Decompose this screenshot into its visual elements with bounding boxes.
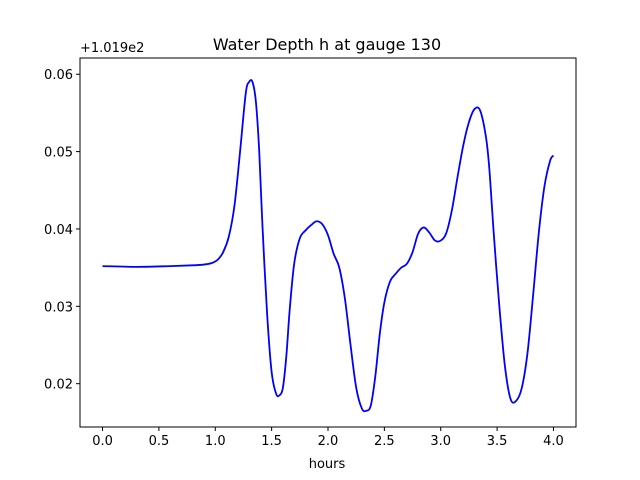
- x-axis: 0.0 0.5 1.0 1.5 2.0 2.5 3.0 3.5 4.0: [92, 427, 564, 449]
- y-tick-label: 0.04: [44, 223, 73, 238]
- x-tick-label: 4.0: [543, 434, 564, 449]
- x-tick-label: 1.5: [261, 434, 282, 449]
- y-tick-label: 0.06: [44, 68, 73, 83]
- axes-frame: [79, 57, 577, 428]
- chart-title: Water Depth h at gauge 130: [213, 35, 441, 54]
- series-line-0: [102, 79, 555, 413]
- x-tick-label: 3.0: [430, 434, 451, 449]
- x-tick-label: 2.0: [318, 434, 339, 449]
- y-tick-label: 0.05: [44, 146, 73, 161]
- y-tick-label: 0.03: [44, 300, 73, 315]
- x-tick-label: 1.0: [205, 434, 226, 449]
- x-tick-label: 3.5: [487, 434, 508, 449]
- x-tick-label: 2.5: [374, 434, 395, 449]
- x-axis-label: hours: [309, 457, 346, 472]
- x-tick-label: 0.5: [149, 434, 170, 449]
- y-axis: 0.02 0.03 0.04 0.05 0.06: [44, 68, 80, 393]
- x-tick-label: 0.0: [92, 434, 113, 449]
- y-tick-label: 0.02: [44, 378, 73, 393]
- y-axis-offset-label: +1.019e2: [80, 41, 144, 56]
- chart-plot-area: [102, 79, 555, 413]
